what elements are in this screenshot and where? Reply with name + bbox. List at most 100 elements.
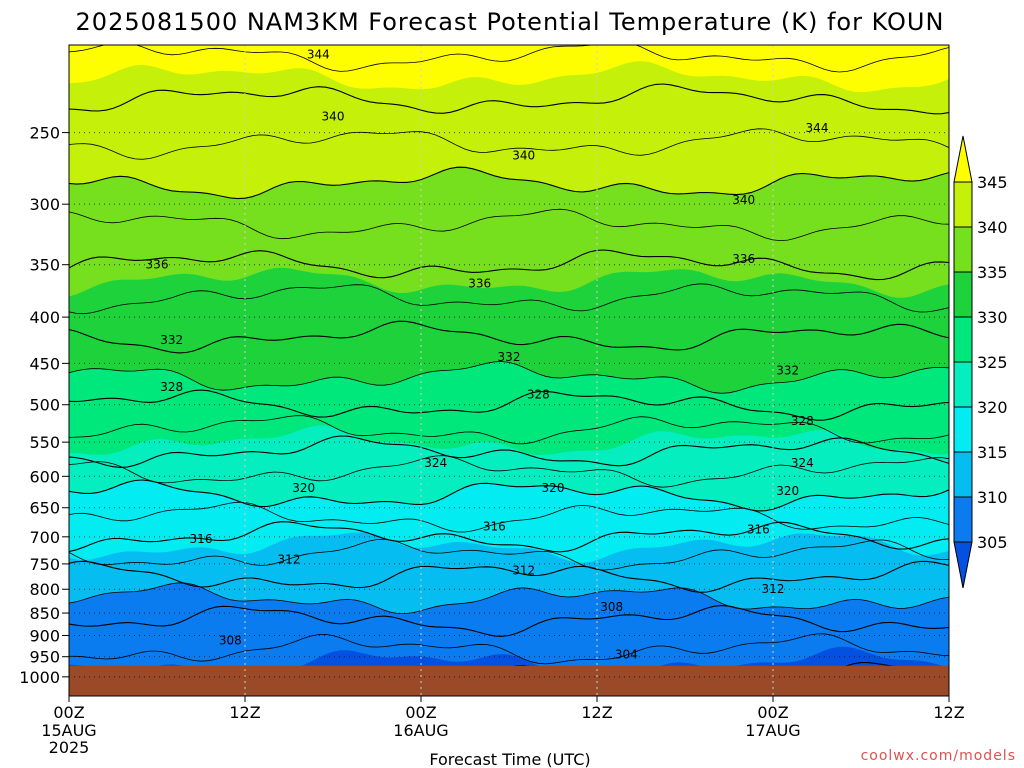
y-tick-label: 1000 xyxy=(19,668,60,687)
contour-label: 340 xyxy=(322,110,345,124)
contour-label: 340 xyxy=(732,193,755,207)
colorbar-label: 310 xyxy=(977,488,1008,507)
contour-label: 328 xyxy=(791,414,814,428)
x-axis-label: Forecast Time (UTC) xyxy=(429,750,590,768)
y-tick-label: 500 xyxy=(29,396,60,415)
x-date-label: 15AUG xyxy=(41,721,96,740)
contour-label: 336 xyxy=(468,276,491,290)
colorbar-segment xyxy=(953,181,973,228)
band-above-340 xyxy=(69,45,949,199)
frame-rect xyxy=(68,44,950,697)
contour-label: 308 xyxy=(600,600,623,614)
contour-label: 312 xyxy=(512,564,535,578)
colorbar-segment xyxy=(953,361,973,408)
grid-lines xyxy=(69,45,949,696)
y-tick-label: 750 xyxy=(29,555,60,574)
terrain-fill xyxy=(69,665,949,696)
contour-label: 320 xyxy=(292,481,315,495)
y-tick-label: 650 xyxy=(29,499,60,518)
contour-label: 316 xyxy=(747,522,770,536)
colorbar-label: 305 xyxy=(977,533,1008,552)
contour-labels: 344 340 344 340 340 336 336 336 332 332 332 328 328 3… xyxy=(146,48,829,662)
contour-label: 336 xyxy=(732,252,755,266)
contour-320 xyxy=(69,479,949,512)
contour-minor-306 xyxy=(69,633,949,665)
contour-label: 328 xyxy=(527,387,550,401)
colorbar-extend-top xyxy=(953,135,973,183)
contour-328 xyxy=(69,389,949,421)
contour-336 xyxy=(69,249,949,281)
contour-minor-346 xyxy=(69,45,949,73)
contour-label: 340 xyxy=(512,148,535,162)
y-tick-label: 550 xyxy=(29,433,60,452)
contour-label: 344 xyxy=(806,121,829,135)
contour-label: 304 xyxy=(615,648,638,662)
contour-minor-318 xyxy=(69,501,949,533)
colorbar-segment xyxy=(953,406,973,453)
y-tick-label: 600 xyxy=(29,467,60,486)
contour-minor-334 xyxy=(69,283,949,315)
contour-minor-342 xyxy=(69,128,949,160)
y-tick-label: 250 xyxy=(29,124,60,143)
contour-label: 332 xyxy=(498,350,521,364)
filled-bands xyxy=(69,45,949,696)
contour-344 xyxy=(69,83,949,115)
contour-minor-338 xyxy=(69,208,949,242)
y-axis: 250 300 350 400 450 500 550 600 650 700 750 800 850 9… xyxy=(19,124,69,687)
y-tick-label: 800 xyxy=(29,580,60,599)
contour-label: 332 xyxy=(776,363,799,377)
x-date-label: 17AUG xyxy=(745,721,800,740)
colorbar-segment xyxy=(953,451,973,498)
contour-minor-310 xyxy=(69,582,949,614)
credit-text: coolwx.com/models xyxy=(861,748,1016,764)
contour-label: 332 xyxy=(160,333,183,347)
contour-label: 320 xyxy=(776,484,799,498)
x-tick-label: 00Z xyxy=(757,703,788,722)
colorbar-segment xyxy=(953,316,973,363)
colorbar-segment xyxy=(953,271,973,318)
y-tick-label: 900 xyxy=(29,626,60,645)
contour-minor-314 xyxy=(69,538,949,571)
contour-316 xyxy=(69,521,949,553)
y-tick-label: 400 xyxy=(29,308,60,327)
colorbar-segment xyxy=(953,226,973,273)
x-tick-label: 12Z xyxy=(933,703,964,722)
contour-label: 316 xyxy=(190,532,213,546)
plot-frame xyxy=(68,44,950,697)
chart-title: 2025081500 NAM3KM Forecast Potential Tem… xyxy=(76,8,945,36)
colorbar: 345 340 335 330 325 320 315 310 305 xyxy=(953,135,1008,589)
contour-label: 308 xyxy=(219,633,242,647)
colorbar-label: 335 xyxy=(977,263,1008,282)
contour-label: 312 xyxy=(762,582,785,596)
colorbar-label: 330 xyxy=(977,308,1008,327)
colorbar-extend-bottom xyxy=(953,541,973,589)
x-date-label: 16AUG xyxy=(393,721,448,740)
terrain xyxy=(69,665,949,696)
contour-label: 320 xyxy=(542,481,565,495)
plot-area: 344 340 344 340 340 336 336 336 332 332 332 328 328 3… xyxy=(69,45,949,696)
contour-332 xyxy=(69,320,949,354)
y-tick-label: 350 xyxy=(29,256,60,275)
contour-340 xyxy=(69,166,949,200)
x-tick-label: 12Z xyxy=(229,703,260,722)
x-tick-label: 00Z xyxy=(405,703,436,722)
contour-324 xyxy=(69,435,949,468)
colorbar-label: 340 xyxy=(977,218,1008,237)
x-date-label: 2025 xyxy=(49,738,90,757)
colorbar-label: 320 xyxy=(977,398,1008,417)
colorbar-label: 345 xyxy=(977,173,1008,192)
contour-label: 328 xyxy=(160,380,183,394)
y-tick-label: 450 xyxy=(29,354,60,373)
y-tick-label: 950 xyxy=(29,648,60,667)
contour-label: 336 xyxy=(146,258,169,272)
contour-312 xyxy=(69,560,949,593)
contour-label: 324 xyxy=(791,456,814,470)
contour-label: 344 xyxy=(307,48,330,62)
contour-minor-330 xyxy=(69,361,949,394)
colorbar-label: 325 xyxy=(977,353,1008,372)
y-tick-label: 700 xyxy=(29,528,60,547)
x-tick-label: 12Z xyxy=(581,703,612,722)
x-tick-label: 00Z xyxy=(53,703,84,722)
